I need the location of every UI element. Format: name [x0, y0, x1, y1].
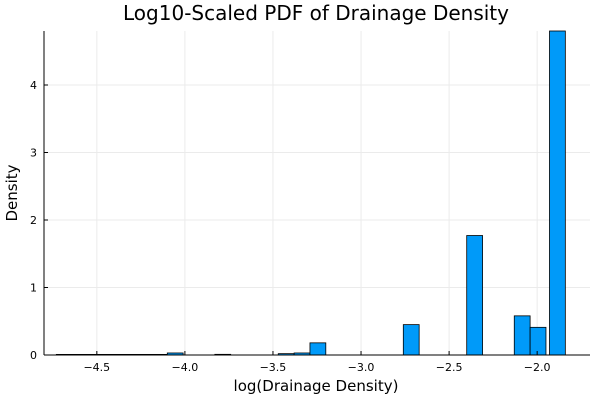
bars	[55, 30, 566, 356]
y-tick-label-1: 1	[30, 282, 37, 295]
axes	[43, 31, 590, 356]
grid-lines	[44, 31, 590, 356]
y-tick-label-3: 3	[30, 147, 37, 160]
histogram-bar-13	[466, 235, 483, 356]
histogram-bar-12	[402, 324, 420, 356]
x-tick-label-5: −2.0	[524, 361, 551, 374]
chart-title: Log10-Scaled PDF of Drainage Density	[123, 1, 509, 25]
x-axis-title: log(Drainage Density)	[234, 377, 399, 395]
histogram-bar-15	[529, 326, 547, 356]
histogram-bar-11	[309, 342, 327, 356]
histogram-bar-16	[549, 30, 566, 356]
y-tick-label-4: 4	[30, 79, 37, 92]
x-tick-label-4: −2.5	[436, 361, 463, 374]
tick-labels: −4.5 −4.0 −3.5 −3.0 −2.5 −2.0 0 1 2 3 4	[30, 79, 551, 374]
x-tick-label-3: −3.0	[348, 361, 375, 374]
y-axis-title: Density	[3, 164, 21, 221]
x-tick-label-1: −4.0	[172, 361, 199, 374]
x-tick-label-0: −4.5	[83, 361, 110, 374]
x-tick-label-2: −3.5	[260, 361, 287, 374]
y-tick-label-2: 2	[30, 214, 37, 227]
histogram-bar-14	[513, 315, 531, 356]
y-tick-label-0: 0	[30, 349, 37, 362]
